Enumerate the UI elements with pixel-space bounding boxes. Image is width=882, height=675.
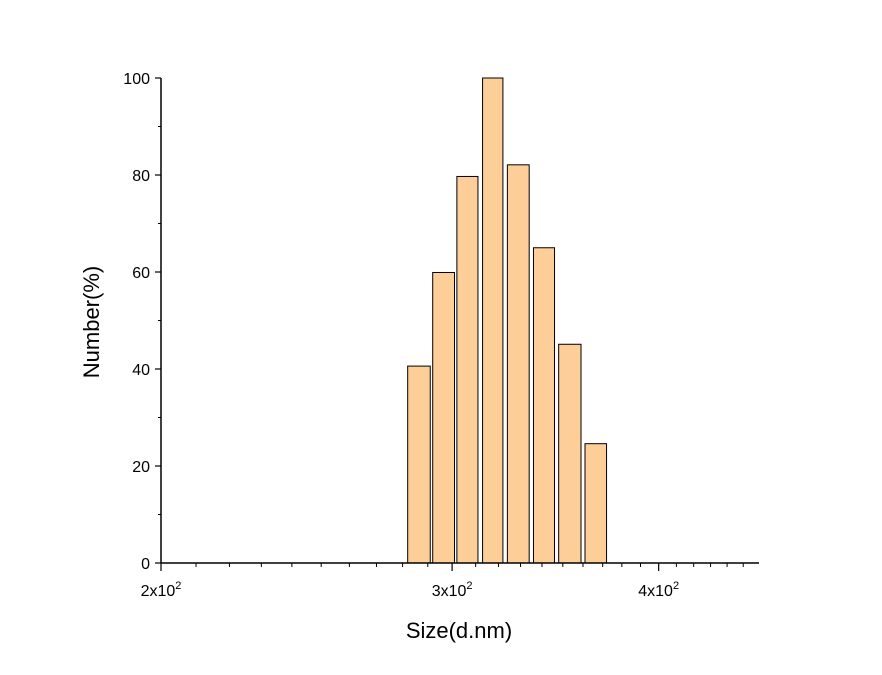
x-tick-label: 3x102 [432, 580, 473, 600]
bar-6 [558, 343, 582, 564]
x-tick-label: 2x102 [141, 580, 182, 600]
y-tick-label: 60 [132, 265, 150, 282]
bar-7 [584, 443, 608, 564]
bar-2 [456, 175, 479, 564]
bar-5 [532, 247, 556, 564]
y-tick-label: 0 [141, 556, 150, 573]
bar-1 [432, 271, 455, 564]
bar-4 [506, 164, 530, 564]
bar-3 [482, 77, 504, 564]
x-tick-label: 4x102 [638, 580, 679, 600]
y-tick-label: 100 [123, 71, 150, 88]
y-tick-label: 80 [132, 168, 150, 185]
ticks-group: 0 20 40 60 80 100 2x102 3x102 4x102 [123, 71, 744, 600]
bar-0 [407, 365, 431, 564]
y-axis-title: Number(%) [79, 266, 104, 378]
y-tick-label: 40 [132, 362, 150, 379]
bars-group [407, 77, 608, 564]
x-axis-title: Size(d.nm) [406, 618, 512, 643]
y-tick-label: 20 [132, 459, 150, 476]
